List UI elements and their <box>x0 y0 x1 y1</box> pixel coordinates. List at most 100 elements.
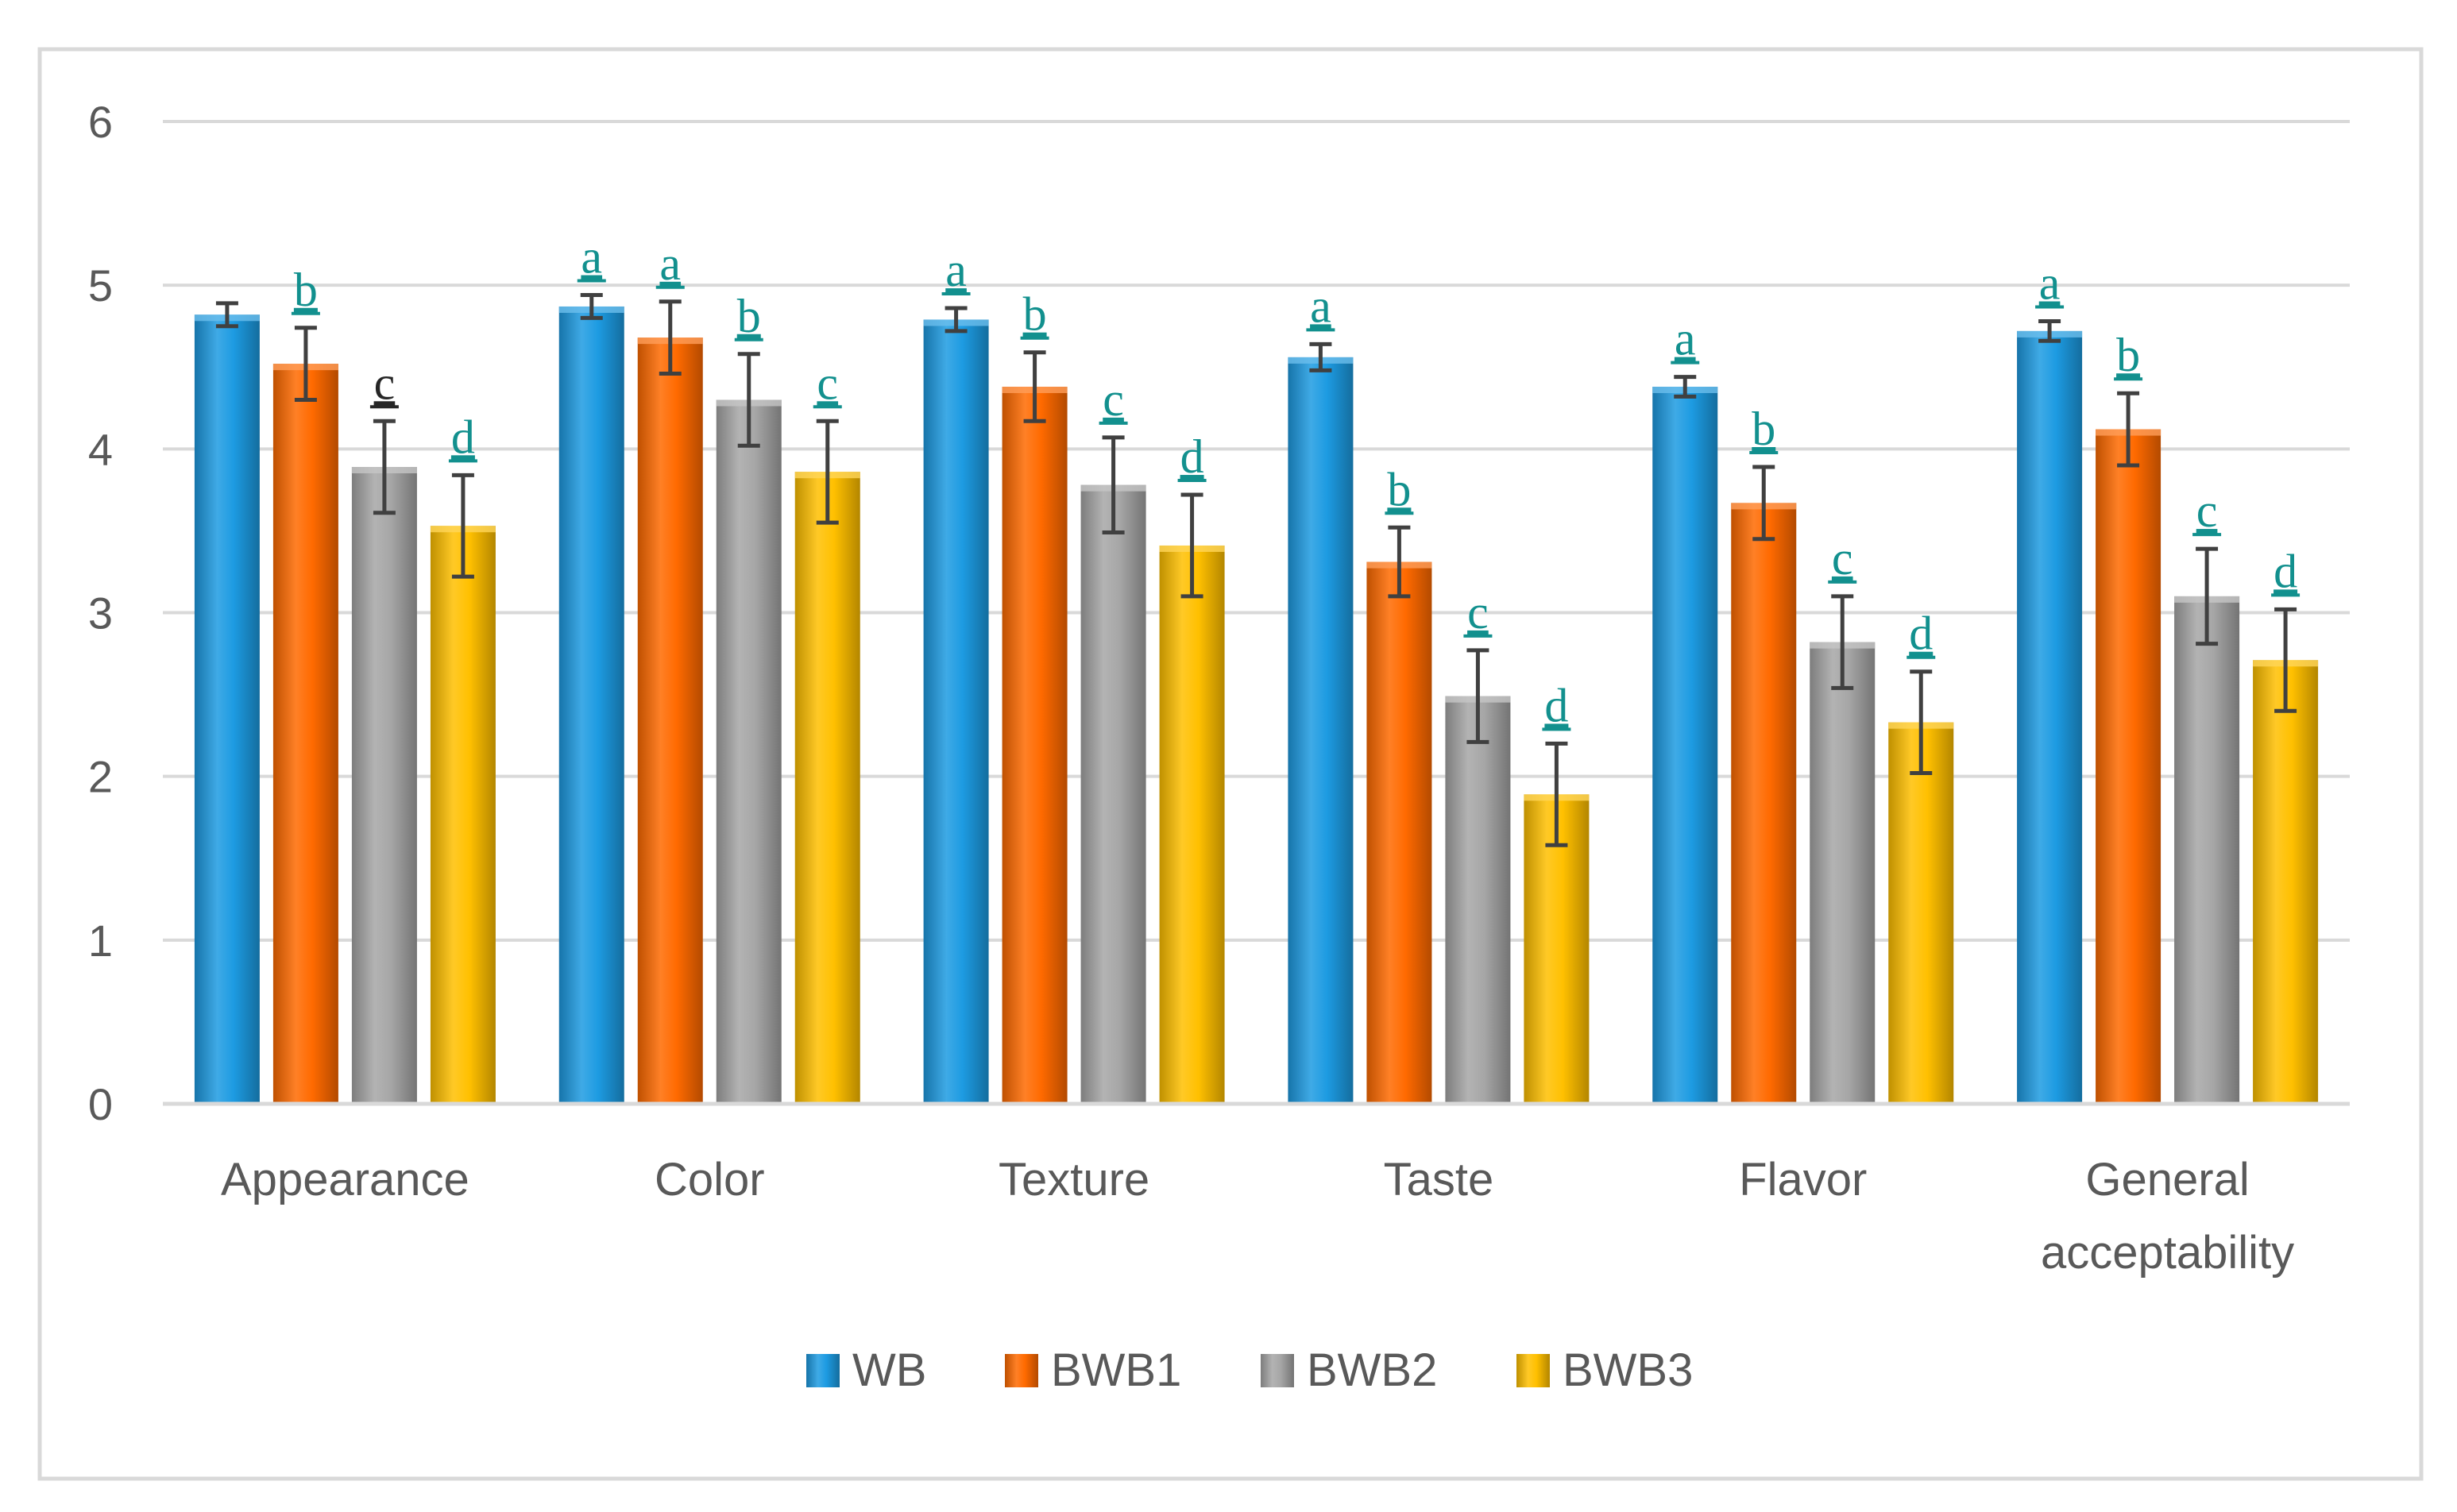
y-tick-label: 4 <box>88 424 113 474</box>
error-bar <box>1545 741 1568 847</box>
significance-letter: a <box>2039 257 2061 310</box>
bar-wb-texture <box>923 319 989 1104</box>
bar-bwb3-color <box>794 472 860 1104</box>
error-bar <box>1674 375 1697 399</box>
y-tick-label: 3 <box>88 588 113 638</box>
legend-item-bwb3: BWB3 <box>1516 1344 1693 1396</box>
significance-letter: d <box>2273 545 2297 597</box>
bar-bwb2-appearance <box>351 467 417 1104</box>
error-bar <box>737 352 760 448</box>
bar-wb-general-acceptability <box>2017 330 2083 1105</box>
error-bar <box>373 418 396 515</box>
legend-label: WB <box>852 1344 926 1396</box>
x-category-label: Color <box>655 1154 765 1205</box>
x-category-label: General acceptability <box>2041 1154 2294 1279</box>
bar-bwb1-color <box>637 338 703 1104</box>
significance-letter: c <box>2196 484 2218 537</box>
bar-bwb2-color <box>716 399 782 1104</box>
bar-bwb1-taste <box>1366 561 1432 1104</box>
error-bar <box>1831 594 1854 690</box>
significance-letter: b <box>294 264 318 316</box>
significance-letter: b <box>2116 329 2140 381</box>
significance-letters: b c d a a b c a b c d a b c d a b c d a b c d <box>291 231 2301 731</box>
error-bar <box>1910 669 1933 776</box>
y-axis-ticks: 0 1 2 3 4 5 6 <box>88 97 113 1129</box>
legend-item-bwb2: BWB2 <box>1261 1344 1437 1396</box>
significance-letter: a <box>1310 280 1331 332</box>
y-tick-label: 1 <box>88 916 113 966</box>
legend-label: BWB2 <box>1307 1344 1437 1396</box>
bar-bwb2-texture <box>1080 484 1146 1104</box>
significance-letter: c <box>817 357 838 409</box>
bar-wb-color <box>558 306 624 1104</box>
significance-letter: b <box>737 290 761 342</box>
error-bar <box>2038 319 2061 343</box>
significance-letter: c <box>1103 373 1124 426</box>
legend-label: BWB3 <box>1563 1344 1693 1396</box>
legend: WB BWB1 BWB2 BWB3 <box>806 1344 1693 1396</box>
error-bar <box>659 299 682 376</box>
error-bar <box>816 418 839 525</box>
legend-swatch <box>806 1354 840 1387</box>
significance-letter: c <box>1467 586 1489 638</box>
x-axis-categories: Appearance Color Texture Taste Flavor General… <box>221 1154 2294 1279</box>
bar-wb-taste <box>1288 357 1354 1104</box>
x-category-label: Appearance <box>221 1154 469 1205</box>
gridlines <box>163 120 2350 942</box>
legend-label: BWB1 <box>1051 1344 1181 1396</box>
error-bar <box>580 293 603 320</box>
x-category-label: Flavor <box>1739 1154 1867 1205</box>
legend-swatch <box>1005 1354 1038 1387</box>
error-bar <box>945 306 968 334</box>
significance-letter: d <box>1909 608 1933 660</box>
error-bar <box>1752 465 1775 542</box>
bar-bwb2-taste <box>1445 696 1511 1104</box>
y-tick-label: 6 <box>88 97 113 147</box>
error-bars <box>215 293 2297 847</box>
bar-bwb1-texture <box>1002 386 1068 1104</box>
bar-bwb1-flavor <box>1731 503 1797 1104</box>
error-bar <box>215 301 238 329</box>
bar-bwb2-flavor <box>1810 642 1876 1104</box>
significance-letter: a <box>659 237 681 290</box>
bar-bwb3-appearance <box>430 526 496 1104</box>
y-tick-label: 0 <box>88 1079 113 1129</box>
y-tick-label: 5 <box>88 260 113 310</box>
bar-bwb1-general-acceptability <box>2096 429 2161 1104</box>
error-bar <box>1180 492 1203 599</box>
significance-letter: d <box>1180 430 1204 483</box>
error-bar <box>2274 607 2297 713</box>
significance-letter: a <box>1675 313 1696 365</box>
significance-letter: c <box>374 357 396 409</box>
bar-bwb3-general-acceptability <box>2253 660 2319 1104</box>
significance-letter: a <box>945 244 967 296</box>
legend-item-wb: WB <box>806 1344 926 1396</box>
bar-bwb1-appearance <box>272 364 338 1104</box>
error-bar <box>294 326 317 402</box>
bar-wb-flavor <box>1652 386 1718 1104</box>
error-bar <box>1023 350 1046 423</box>
significance-letter: d <box>451 411 475 463</box>
y-tick-label: 2 <box>88 752 113 802</box>
significance-letter: c <box>1832 532 1853 584</box>
x-category-label: Texture <box>999 1154 1149 1205</box>
error-bar <box>1388 525 1411 599</box>
legend-item-bwb1: BWB1 <box>1005 1344 1181 1396</box>
bars <box>194 306 2319 1105</box>
bar-wb-appearance <box>194 314 260 1104</box>
significance-letter: a <box>581 231 602 284</box>
error-bar <box>451 472 474 579</box>
error-bar <box>1102 435 1125 534</box>
error-bar <box>2117 391 2140 468</box>
legend-swatch <box>1516 1354 1550 1387</box>
bar-bwb3-texture <box>1159 545 1225 1104</box>
bar-bwb2-general-acceptability <box>2174 596 2240 1104</box>
error-bar <box>1309 341 1332 372</box>
significance-letter: b <box>1023 288 1047 341</box>
significance-letter: d <box>1544 679 1568 731</box>
bar-bwb3-flavor <box>1888 722 1954 1104</box>
error-bar <box>1466 648 1489 744</box>
significance-letter: b <box>1752 403 1775 455</box>
